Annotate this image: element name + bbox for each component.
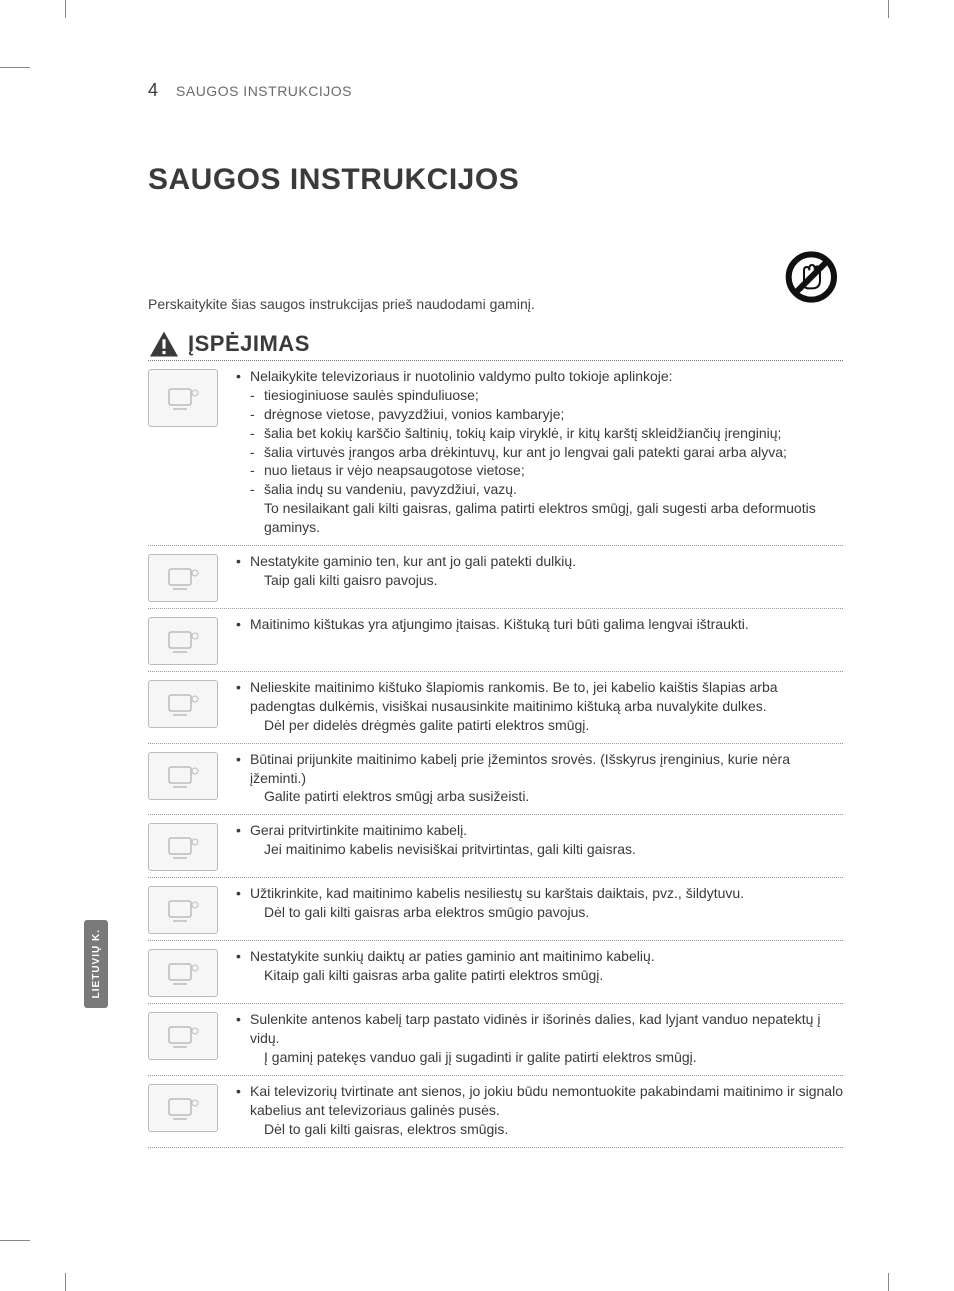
- warning-item-lead: Nestatykite gaminio ten, kur ant jo gali…: [236, 552, 843, 590]
- warning-item-tail: Dėl to gali kilti gaisras, elektros smūg…: [250, 1120, 843, 1139]
- warning-item: Nestatykite gaminio ten, kur ant jo gali…: [148, 546, 843, 609]
- warning-item: Maitinimo kištukas yra atjungimo įtaisas…: [148, 609, 843, 672]
- warning-list: Nelaikykite televizoriaus ir nuotolinio …: [148, 361, 843, 1148]
- warning-item: Sulenkite antenos kabelį tarp pastato vi…: [148, 1004, 843, 1076]
- warning-item-body: Nelaikykite televizoriaus ir nuotolinio …: [236, 367, 843, 539]
- warning-item-body: Gerai pritvirtinkite maitinimo kabelį.Je…: [236, 821, 843, 861]
- warning-item-tail: To nesilaikant gali kilti gaisras, galim…: [250, 499, 843, 537]
- warning-item-sub: šalia indų su vandeniu, pavyzdžiui, vazų…: [250, 480, 843, 499]
- warning-item-body: Nestatykite sunkių daiktų ar paties gami…: [236, 947, 843, 987]
- warning-item-sub: drėgnose vietose, pavyzdžiui, vonios kam…: [250, 405, 843, 424]
- warning-illustration-icon: [148, 369, 218, 427]
- warning-illustration-icon: [148, 1012, 218, 1060]
- warning-item-lead: Gerai pritvirtinkite maitinimo kabelį.Je…: [236, 821, 843, 859]
- warning-item-lead: Nestatykite sunkių daiktų ar paties gami…: [236, 947, 843, 985]
- warning-illustration-icon: [148, 752, 218, 800]
- warning-item-tail: Į gaminį patekęs vanduo gali jį sugadint…: [250, 1048, 843, 1067]
- warning-illustration-icon: [148, 1084, 218, 1132]
- warning-item: Kai televizorių tvirtinate ant sienos, j…: [148, 1076, 843, 1148]
- page-title: SAUGOS INSTRUKCIJOS: [148, 163, 843, 197]
- warning-item-lead: Maitinimo kištukas yra atjungimo įtaisas…: [236, 615, 843, 634]
- warning-illustration-icon: [148, 949, 218, 997]
- warning-item-sub: nuo lietaus ir vėjo neapsaugotose vietos…: [250, 461, 843, 480]
- warning-item-lead: Užtikrinkite, kad maitinimo kabelis nesi…: [236, 884, 843, 922]
- warning-illustration-icon: [148, 617, 218, 665]
- warning-heading: ĮSPĖJIMAS: [188, 331, 310, 357]
- warning-item-sub: šalia virtuvės įrangos arba drėkintuvų, …: [250, 443, 843, 462]
- no-touch-icon: [773, 247, 843, 312]
- warning-item-lead: Kai televizorių tvirtinate ant sienos, j…: [236, 1082, 843, 1139]
- warning-triangle-icon: [148, 330, 180, 358]
- running-title: SAUGOS INSTRUKCIJOS: [176, 83, 352, 99]
- warning-item-tail: Galite patirti elektros smūgį arba susiž…: [250, 787, 843, 806]
- warning-item: Būtinai prijunkite maitinimo kabelį prie…: [148, 744, 843, 816]
- warning-illustration-icon: [148, 886, 218, 934]
- warning-item-tail: Kitaip gali kilti gaisras arba galite pa…: [250, 966, 843, 985]
- warning-item: Nelaikykite televizoriaus ir nuotolinio …: [148, 361, 843, 546]
- warning-illustration-icon: [148, 680, 218, 728]
- language-tab: LIETUVIŲ K.: [84, 920, 108, 1008]
- warning-item-lead: Nelieskite maitinimo kištuko šlapiomis r…: [236, 678, 843, 735]
- intro-text: Perskaitykite šias saugos instrukcijas p…: [148, 296, 535, 312]
- warning-item-lead: Sulenkite antenos kabelį tarp pastato vi…: [236, 1010, 843, 1067]
- warning-item-lead: Būtinai prijunkite maitinimo kabelį prie…: [236, 750, 843, 807]
- warning-item-tail: Dėl to gali kilti gaisras arba elektros …: [250, 903, 843, 922]
- warning-item-tail: Jei maitinimo kabelis nevisiškai pritvir…: [250, 840, 843, 859]
- warning-illustration-icon: [148, 823, 218, 871]
- warning-illustration-icon: [148, 554, 218, 602]
- language-tab-label: LIETUVIŲ K.: [91, 929, 102, 998]
- page-content: 4 SAUGOS INSTRUKCIJOS SAUGOS INSTRUKCIJO…: [148, 80, 843, 1148]
- warning-item-tail: Taip gali kilti gaisro pavojus.: [250, 571, 843, 590]
- warning-item-body: Užtikrinkite, kad maitinimo kabelis nesi…: [236, 884, 843, 924]
- warning-item-lead: Nelaikykite televizoriaus ir nuotolinio …: [236, 367, 843, 537]
- warning-item-body: Maitinimo kištukas yra atjungimo įtaisas…: [236, 615, 843, 636]
- warning-item-body: Sulenkite antenos kabelį tarp pastato vi…: [236, 1010, 843, 1069]
- warning-heading-row: ĮSPĖJIMAS: [148, 330, 843, 361]
- warning-item: Nestatykite sunkių daiktų ar paties gami…: [148, 941, 843, 1004]
- page-number: 4: [148, 80, 158, 101]
- warning-item-body: Nelieskite maitinimo kištuko šlapiomis r…: [236, 678, 843, 737]
- warning-item-body: Kai televizorių tvirtinate ant sienos, j…: [236, 1082, 843, 1141]
- warning-item-tail: Dėl per didelės drėgmės galite patirti e…: [250, 716, 843, 735]
- warning-item: Užtikrinkite, kad maitinimo kabelis nesi…: [148, 878, 843, 941]
- warning-item-body: Nestatykite gaminio ten, kur ant jo gali…: [236, 552, 843, 592]
- warning-item-body: Būtinai prijunkite maitinimo kabelį prie…: [236, 750, 843, 809]
- warning-item-sub: šalia bet kokių karščio šaltinių, tokių …: [250, 424, 843, 443]
- warning-item: Nelieskite maitinimo kištuko šlapiomis r…: [148, 672, 843, 744]
- running-header: 4 SAUGOS INSTRUKCIJOS: [148, 80, 843, 101]
- warning-item-sub: tiesioginiuose saulės spinduliuose;: [250, 386, 843, 405]
- warning-item: Gerai pritvirtinkite maitinimo kabelį.Je…: [148, 815, 843, 878]
